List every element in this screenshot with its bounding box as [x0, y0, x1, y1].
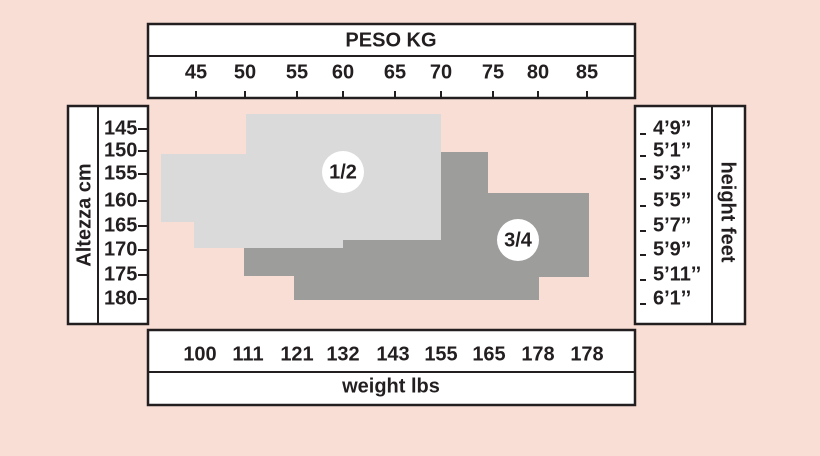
- feet-box: [633, 104, 747, 326]
- tick-label: 175: [104, 263, 137, 285]
- size-region-3-4: [244, 152, 589, 300]
- tick-label: 160: [104, 189, 137, 211]
- tick-label: 165: [472, 343, 505, 365]
- cm-box: [66, 104, 150, 326]
- axis-title: Altezza cm: [73, 163, 95, 266]
- tick-label: 5’9’’: [653, 238, 691, 260]
- tick-label: 145: [104, 117, 137, 139]
- tick-label: 155: [424, 343, 457, 365]
- tick-label: 70: [430, 61, 452, 83]
- kg-box: [146, 22, 637, 100]
- size-label: 1/2: [329, 161, 357, 183]
- axis-title: weight lbs: [341, 375, 440, 397]
- tick-label: 155: [104, 162, 137, 184]
- size-badge: [322, 151, 364, 193]
- tick-label: 65: [384, 61, 406, 83]
- tick-label: 5’11’’: [653, 263, 701, 285]
- tick-label: 5’1’’: [653, 139, 691, 161]
- tick-label: 80: [527, 61, 549, 83]
- axis-title: PESO KG: [345, 29, 436, 51]
- tick-label: 45: [185, 61, 207, 83]
- tick-label: 85: [576, 61, 598, 83]
- size-region-1-2: [161, 114, 441, 248]
- tick-label: 121: [280, 343, 313, 365]
- tick-label: 111: [232, 343, 263, 365]
- tick-label: 150: [104, 139, 137, 161]
- tick-label: 5’5’’: [653, 189, 691, 211]
- size-badge: [497, 219, 539, 261]
- tick-label: 55: [286, 61, 308, 83]
- tick-label: 180: [104, 287, 137, 309]
- tick-label: 6’1’’: [653, 287, 691, 309]
- axis-title: height feet: [717, 161, 739, 262]
- size-label: 3/4: [504, 229, 533, 251]
- tick-label: 170: [104, 238, 137, 260]
- tick-label: 4’9’’: [653, 117, 691, 139]
- tick-label: 60: [332, 61, 354, 83]
- tick-label: 5’3’’: [653, 162, 691, 184]
- tick-label: 178: [570, 343, 603, 365]
- tick-label: 165: [104, 214, 137, 236]
- tick-label: 75: [482, 61, 504, 83]
- tick-label: 50: [234, 61, 256, 83]
- tick-label: 143: [376, 343, 409, 365]
- tick-label: 5’7’’: [653, 214, 691, 236]
- tick-label: 132: [326, 343, 359, 365]
- tick-label: 178: [521, 343, 554, 365]
- lbs-box: [146, 328, 637, 407]
- tick-label: 100: [183, 343, 216, 365]
